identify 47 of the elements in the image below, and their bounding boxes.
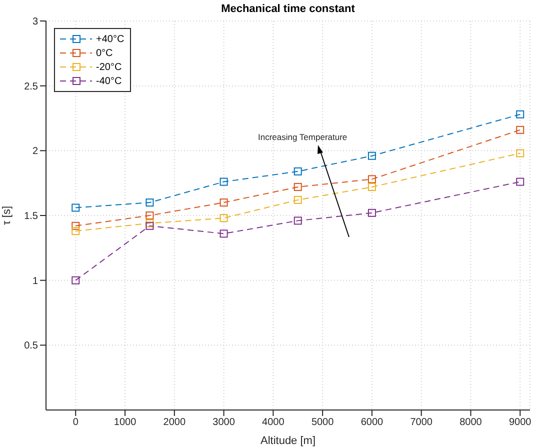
point — [72, 222, 80, 230]
point — [220, 230, 228, 238]
y-axis-title: τ [s] — [0, 206, 13, 226]
legend-label: -40°C — [96, 76, 122, 86]
annotation: Increasing Temperature — [258, 132, 348, 142]
x-tick-label: 8000 — [460, 417, 482, 428]
point — [72, 276, 80, 284]
point — [294, 196, 302, 204]
point — [516, 178, 524, 186]
x-tick-label: 0 — [72, 417, 79, 428]
x-tick-label: 5000 — [311, 417, 334, 428]
point — [516, 110, 524, 118]
point — [368, 208, 376, 217]
point — [146, 222, 154, 230]
y-tick-label: 1 — [32, 276, 38, 287]
point — [72, 227, 80, 236]
y-tick-label: 2 — [32, 146, 38, 158]
point — [368, 152, 376, 160]
point — [220, 214, 228, 222]
legend-label: 0°C — [96, 48, 113, 58]
point — [146, 212, 154, 220]
legend-label: +40°C — [96, 34, 124, 44]
point — [516, 126, 524, 134]
x-tick-label: 2000 — [163, 417, 186, 428]
x-tick-label: 4000 — [262, 417, 285, 428]
y-tick-label: 2.5 — [24, 81, 38, 92]
point — [72, 204, 80, 212]
x-axis-title: Altitude [m] — [260, 435, 316, 447]
point — [220, 178, 228, 186]
point — [368, 182, 376, 191]
x-tick-label: 1000 — [114, 417, 137, 428]
point — [294, 216, 302, 225]
y-tick-label: 1.5 — [24, 211, 38, 222]
chart-title: Mechanical time constant — [220, 3, 356, 15]
x-tick-label: 3000 — [212, 417, 236, 428]
point — [294, 167, 302, 176]
point — [516, 149, 524, 158]
point — [294, 182, 302, 191]
y-tick-label: 3 — [32, 16, 38, 28]
x-tick-label: 9000 — [508, 417, 532, 428]
point — [368, 175, 376, 184]
point — [146, 198, 154, 207]
point — [220, 198, 228, 207]
legend-label: -20°C — [96, 62, 122, 72]
y-tick-label: 0.5 — [24, 340, 38, 352]
x-tick-label: 7000 — [410, 417, 433, 428]
x-tick-label: 6000 — [360, 417, 384, 428]
